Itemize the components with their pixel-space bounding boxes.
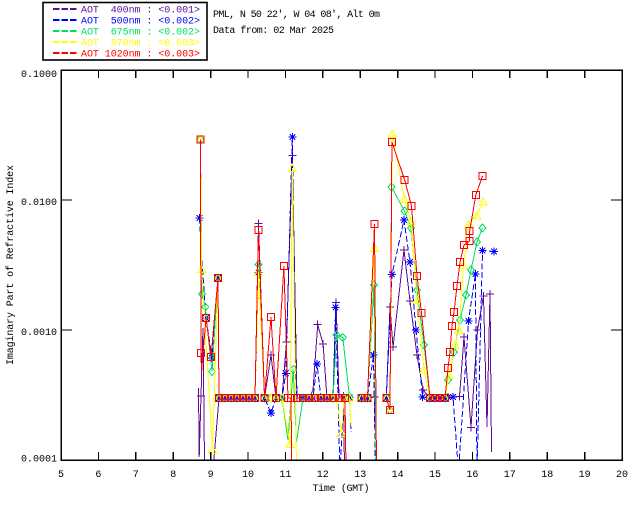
svg-text:AOT 400nm : <0.001>: AOT 400nm : <0.001> bbox=[81, 6, 200, 17]
svg-text:Imaginary Part of Refractive I: Imaginary Part of Refractive Index bbox=[5, 165, 17, 365]
svg-text:19: 19 bbox=[579, 470, 591, 481]
svg-text:17: 17 bbox=[504, 470, 516, 481]
svg-text:AOT 1020nm : <0.003>: AOT 1020nm : <0.003> bbox=[81, 50, 200, 61]
svg-text:6: 6 bbox=[95, 470, 101, 481]
svg-text:14: 14 bbox=[392, 470, 404, 481]
svg-text:AOT 675nm : <0.002>: AOT 675nm : <0.002> bbox=[81, 28, 200, 39]
svg-text:0.0001: 0.0001 bbox=[21, 455, 57, 466]
svg-text:8: 8 bbox=[170, 470, 176, 481]
svg-text:PML, N 50 22', W 04 08', Alt 0: PML, N 50 22', W 04 08', Alt 0m bbox=[213, 9, 380, 21]
svg-text:12: 12 bbox=[317, 470, 329, 481]
svg-text:15: 15 bbox=[429, 470, 441, 481]
svg-text:7: 7 bbox=[133, 470, 139, 481]
svg-text:Data from: 02 Mar 2025: Data from: 02 Mar 2025 bbox=[213, 25, 334, 37]
svg-text:5: 5 bbox=[58, 470, 64, 481]
svg-text:0.0100: 0.0100 bbox=[21, 198, 57, 209]
svg-text:9: 9 bbox=[208, 470, 214, 481]
svg-text:16: 16 bbox=[466, 470, 478, 481]
svg-text:AOT 500nm : <0.002>: AOT 500nm : <0.002> bbox=[81, 17, 200, 28]
svg-text:0.1000: 0.1000 bbox=[21, 70, 57, 81]
svg-text:11: 11 bbox=[279, 470, 291, 481]
svg-text:20: 20 bbox=[616, 470, 628, 481]
svg-text:13: 13 bbox=[354, 470, 366, 481]
svg-text:18: 18 bbox=[541, 470, 553, 481]
svg-text:Time (GMT): Time (GMT) bbox=[313, 483, 370, 495]
svg-text:10: 10 bbox=[242, 470, 254, 481]
svg-text:AOT 870nm : <0.003>: AOT 870nm : <0.003> bbox=[81, 39, 200, 50]
svg-text:0.0010: 0.0010 bbox=[21, 328, 57, 339]
